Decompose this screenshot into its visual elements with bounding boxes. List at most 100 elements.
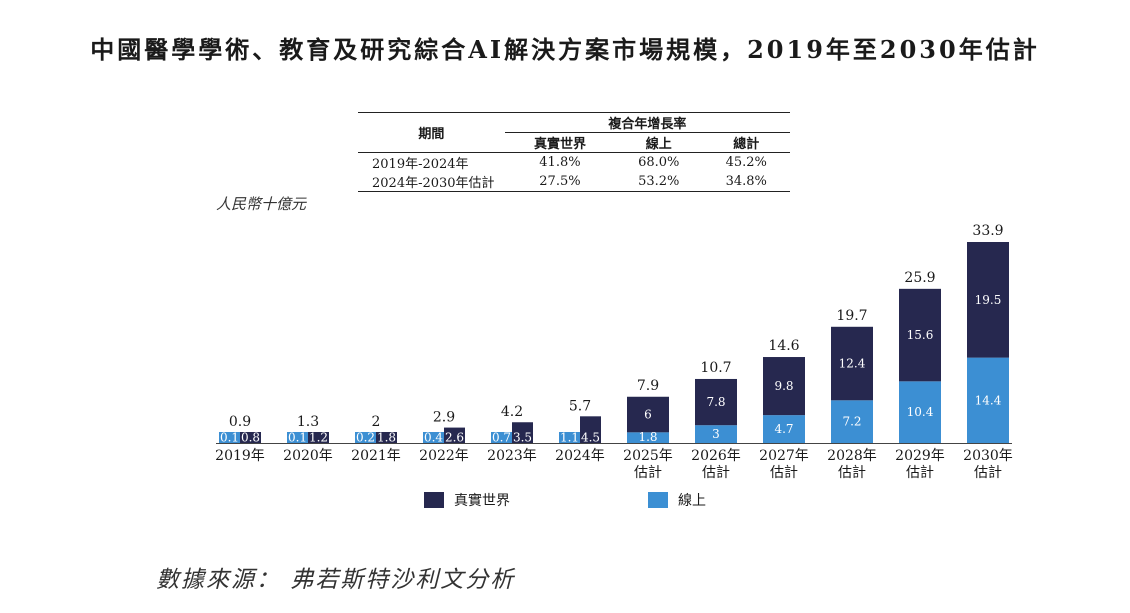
- bar-offline: [444, 427, 465, 443]
- data-label-offline: 12.4: [839, 357, 866, 371]
- bar-online: [695, 425, 737, 443]
- period-header: 期間: [358, 112, 505, 153]
- bar-online: [219, 432, 240, 443]
- data-label-offline: 0.8: [241, 431, 260, 445]
- legend-label-online: 線上: [678, 493, 706, 509]
- data-label-online: 4.7: [774, 422, 793, 436]
- unit-label: 人民幣十億元: [216, 195, 307, 213]
- value-cell: 27.5%: [504, 172, 616, 192]
- data-label-online: 14.4: [975, 393, 1002, 407]
- x-tick-label: 估計: [634, 465, 662, 481]
- data-label-online: 1.8: [638, 430, 657, 444]
- data-label-total: 5.7: [569, 398, 591, 414]
- bar-offline: [831, 326, 873, 401]
- cagr-table: 期間 複合年增長率 真實世界 線上 總計 2019年-2024年 41.8% 6…: [358, 112, 790, 192]
- x-tick-label: 2030年: [963, 448, 1013, 464]
- bar-online: [763, 415, 805, 443]
- data-label-offline: 15.6: [907, 328, 934, 342]
- value-cell: 53.2%: [615, 172, 703, 192]
- data-label-offline: 9.8: [774, 379, 793, 393]
- x-tick-label: 2019年: [215, 448, 265, 464]
- legend-swatch-offline: [424, 492, 444, 508]
- data-label-offline: 6: [644, 408, 652, 422]
- col-header-offline: 真實世界: [504, 132, 616, 153]
- bar-offline: [580, 416, 601, 443]
- data-label-offline: 1.2: [309, 431, 328, 445]
- data-label-online: 0.2: [356, 431, 375, 445]
- bar-offline: [695, 378, 737, 426]
- bar-offline: [763, 357, 805, 416]
- data-label-total: 14.6: [768, 338, 799, 354]
- data-label-offline: 3.5: [513, 431, 532, 445]
- data-label-offline: 4.5: [581, 431, 600, 445]
- bar-online: [559, 432, 580, 443]
- value-cell: 45.2%: [725, 155, 767, 170]
- data-label-offline: 1.8: [377, 431, 396, 445]
- x-tick-label: 估計: [974, 465, 1002, 481]
- data-label-total: 7.9: [637, 378, 659, 394]
- legend-label-offline: 真實世界: [454, 493, 510, 509]
- x-tick-label: 估計: [770, 465, 798, 481]
- chart-title: 中國醫學學術、教育及研究綜合AI解決方案市場規模，2019年至2030年估計: [90, 35, 1040, 64]
- bar-online: [967, 357, 1009, 443]
- data-label-online: 1.1: [560, 431, 579, 445]
- data-label-online: 3: [712, 427, 720, 441]
- x-tick-label: 2024年: [555, 448, 605, 464]
- bar-offline: [967, 242, 1009, 358]
- data-label-total: 2.9: [433, 410, 455, 426]
- x-tick-label: 2023年: [487, 448, 537, 464]
- data-label-online: 0.7: [492, 431, 511, 445]
- x-tick-label: 2021年: [351, 448, 401, 464]
- x-tick-label: 2029年: [895, 448, 945, 464]
- data-label-online: 7.2: [842, 415, 861, 429]
- bar-online: [287, 432, 308, 443]
- x-tick-label: 2022年: [419, 448, 469, 464]
- legend-swatch-online: [648, 492, 668, 508]
- value-cell: 68.0%: [638, 155, 680, 170]
- bar-offline: [627, 396, 669, 433]
- col-header-total: 總計: [702, 132, 790, 153]
- bar-offline: [240, 432, 261, 443]
- value-cell: 41.8%: [539, 155, 581, 170]
- col-header-online: 線上: [615, 132, 703, 153]
- data-label-total: 1.3: [297, 414, 319, 430]
- value-cell: 34.8%: [702, 172, 790, 192]
- data-label-online: 0.4: [424, 431, 443, 445]
- x-tick-label: 2028年: [827, 448, 877, 464]
- period-cell: 2019年-2024年: [372, 157, 469, 172]
- data-label-total: 33.9: [972, 223, 1003, 239]
- bar-online: [355, 432, 376, 443]
- bar-online: [423, 432, 444, 443]
- x-tick-label: 2026年: [691, 448, 741, 464]
- bar-online: [491, 432, 512, 443]
- data-label-online: 0.1: [220, 431, 239, 445]
- bar-online: [831, 400, 873, 443]
- x-tick-label: 2027年: [759, 448, 809, 464]
- bar-online: [899, 381, 941, 443]
- bar-offline: [308, 432, 329, 443]
- bar-offline: [512, 422, 533, 443]
- data-label-online: 0.1: [288, 431, 307, 445]
- data-label-total: 2: [372, 414, 381, 430]
- data-label-total: 19.7: [836, 308, 867, 324]
- x-tick-label: 估計: [906, 465, 934, 481]
- cagr-group-header: 複合年增長率: [504, 112, 790, 133]
- bar-offline: [899, 288, 941, 382]
- x-tick-label: 2025年: [623, 448, 673, 464]
- table-row: 2019年-2024年 41.8% 68.0% 45.2%: [358, 153, 790, 172]
- data-label-offline: 19.5: [975, 293, 1002, 307]
- x-tick-label: 估計: [838, 465, 866, 481]
- period-cell: 2024年-2030年估計: [358, 172, 505, 192]
- data-label-total: 4.2: [501, 404, 523, 420]
- data-label-total: 25.9: [904, 270, 935, 286]
- legend-item-online: 線上: [648, 490, 706, 510]
- data-label-offline: 2.6: [445, 431, 464, 445]
- data-label-total: 10.7: [700, 360, 731, 376]
- table-row: 2024年-2030年估計 27.5% 53.2% 34.8%: [358, 172, 790, 192]
- data-label-offline: 7.8: [706, 395, 725, 409]
- source-note: 數據來源： 弗若斯特沙利文分析: [156, 567, 516, 593]
- data-label-online: 10.4: [907, 405, 934, 419]
- bar-offline: [376, 432, 397, 443]
- bar-online: [627, 432, 669, 443]
